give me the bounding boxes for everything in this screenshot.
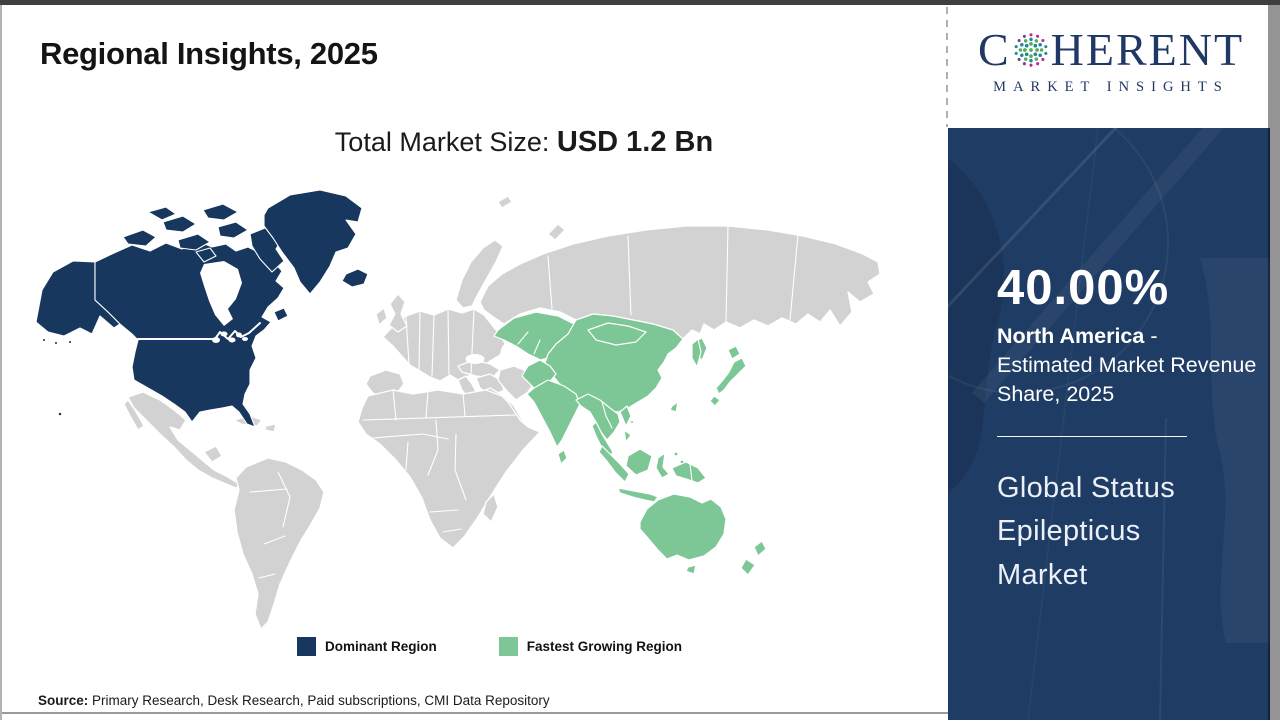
market-share-region: North America — [997, 324, 1145, 348]
legend-item-fastest-growing: Fastest Growing Region — [498, 637, 683, 656]
frame-top-border — [0, 0, 1280, 5]
logo-prefix: C — [977, 24, 1011, 75]
total-market-size-value: USD 1.2 Bn — [556, 126, 714, 158]
source-text: Primary Research, Desk Research, Paid su… — [88, 693, 550, 708]
total-market-size: Total Market Size: USD 1.2 Bn — [0, 126, 1048, 159]
fastest-growing-region-swatch — [498, 637, 518, 656]
sidebar-content: 40.00% North America - Estimated Market … — [948, 128, 1270, 597]
frame-right-border — [1268, 0, 1280, 720]
stats-sidebar: 40.00% North America - Estimated Market … — [948, 128, 1270, 720]
page-title: Regional Insights, 2025 — [40, 36, 378, 71]
logo-dashed-divider — [946, 7, 948, 127]
dominant-region-label: Dominant Region — [325, 639, 437, 654]
market-share-rest: - Estimated Market Revenue Share, 2025 — [997, 324, 1257, 407]
sidebar-background-texture — [948, 128, 1270, 720]
sidebar-divider — [997, 435, 1187, 437]
market-name: Global Status Epilepticus Market — [997, 471, 1175, 591]
dotted-globe-icon — [1014, 33, 1047, 67]
world-map — [28, 182, 888, 632]
legend-item-dominant: Dominant Region — [297, 637, 437, 656]
source-note: Source: Primary Research, Desk Research,… — [38, 693, 550, 708]
region-north-america — [35, 189, 369, 428]
company-logo: C HERENT MARKET INSIGHTS — [952, 24, 1270, 128]
region-asia-pacific — [493, 311, 767, 576]
logo-tagline: MARKET INSIGHTS — [993, 79, 1229, 95]
market-share-value: 40.00% — [997, 261, 1170, 315]
market-share-description: North America - Estimated Market Revenue… — [997, 322, 1259, 410]
fastest-growing-region-label: Fastest Growing Region — [526, 639, 683, 654]
region-rest-of-world — [123, 195, 881, 630]
map-legend: Dominant Region Fastest Growing Region — [297, 637, 682, 656]
logo-wordmark: C HERENT — [952, 24, 1270, 76]
total-market-size-label: Total Market Size: — [334, 127, 557, 157]
source-label: Source: — [38, 693, 89, 708]
frame-left-border — [0, 0, 2, 720]
frame-bottom-border — [2, 712, 948, 714]
logo-suffix: HERENT — [1050, 24, 1245, 75]
dominant-region-swatch — [297, 637, 316, 656]
